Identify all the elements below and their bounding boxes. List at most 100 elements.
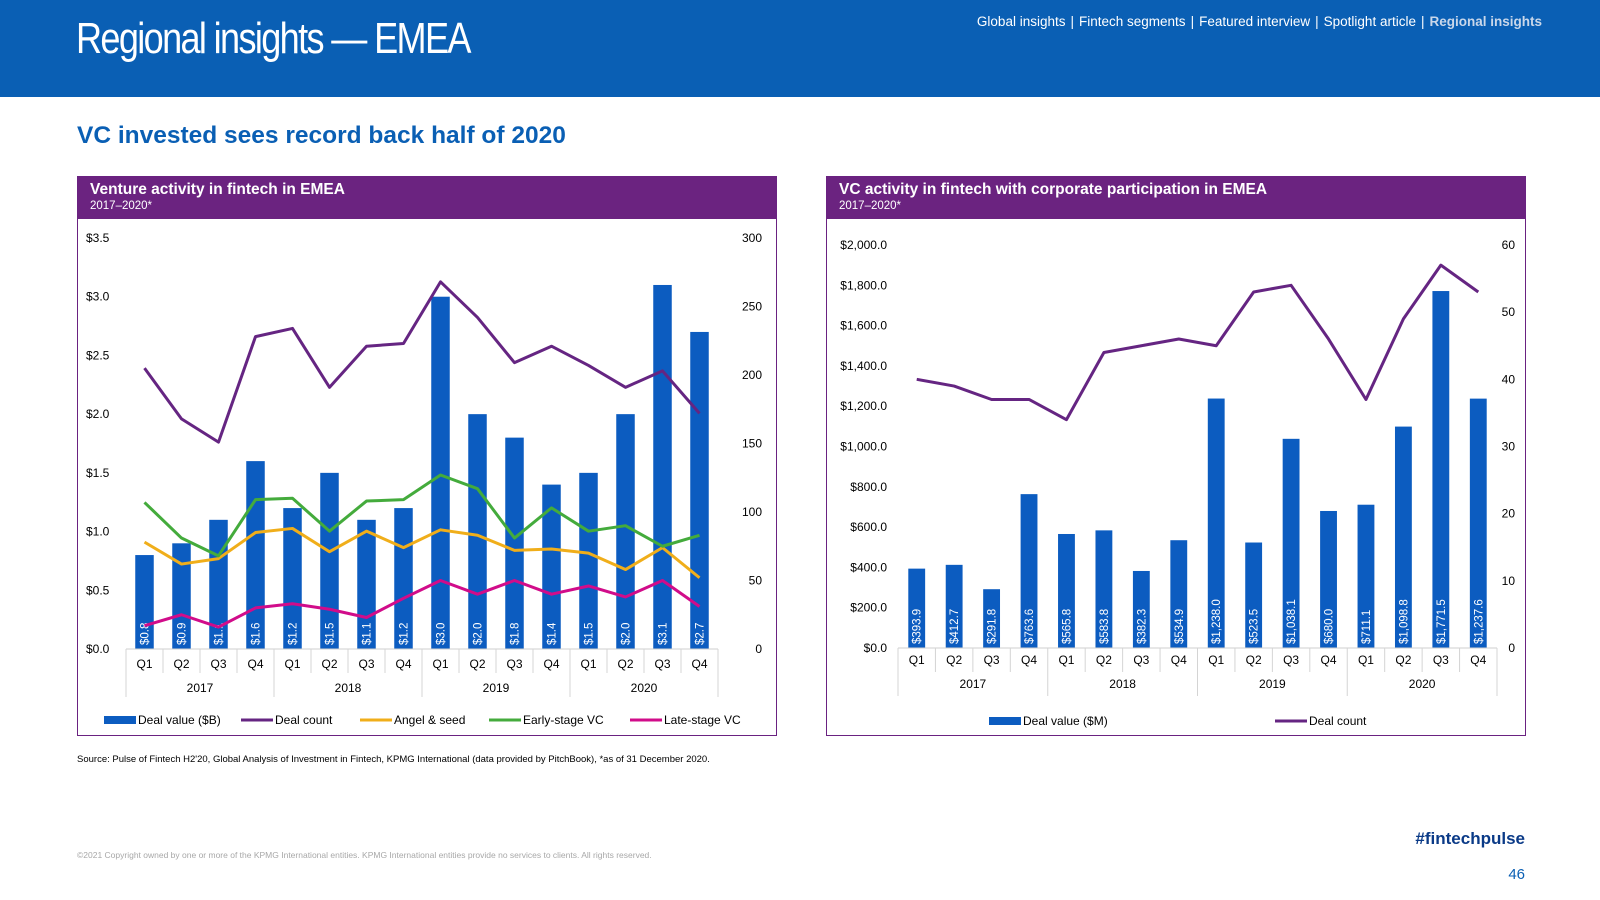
nav-spotlight-article[interactable]: Spotlight article [1323,14,1416,29]
y-axis-left-tick-label: $1.0 [86,525,110,539]
y-axis-right-tick-label: 50 [749,574,763,588]
y-axis-right-tick-label: 40 [1502,372,1516,386]
source-note: Source: Pulse of Fintech H2'20, Global A… [77,754,710,765]
x-axis-category-label: Q3 [506,657,522,671]
legend-swatch-deal-value [989,717,1021,725]
x-axis-category-label: Q1 [432,657,448,671]
y-axis-left-tick-label: $2.5 [86,348,110,362]
nav-featured-interview[interactable]: Featured interview [1199,14,1311,29]
x-axis-category-label: Q2 [1395,653,1411,667]
y-axis-left-tick-label: $0.0 [86,642,110,656]
x-axis-year-label: 2020 [631,681,658,695]
x-axis-category-label: Q4 [1321,653,1337,667]
y-axis-right-tick-label: 250 [742,300,762,314]
bar-data-label: $1,038.1 [1286,599,1298,644]
x-axis-category-label: Q1 [1358,653,1374,667]
panel-subtitle: 2017–2020* [90,200,153,212]
nav-global-insights[interactable]: Global insights [976,14,1066,29]
x-axis-category-label: Q4 [1021,653,1037,667]
x-axis-category-label: Q4 [691,657,707,671]
y-axis-left-tick-label: $1,800.0 [840,278,887,292]
bar-data-label: $1.6 [251,623,263,645]
bar-deal-value [1245,542,1263,648]
x-axis-year-label: 2018 [335,681,362,695]
bar-deal-value [542,484,561,649]
bar-deal-value [1394,426,1412,648]
panel-header: Venture activity in fintech in EMEA 2017… [78,177,776,219]
bar-data-label: $0.9 [177,623,189,645]
bar-data-label: $1.2 [399,623,411,645]
y-axis-left-tick-label: $3.0 [86,290,110,304]
x-axis-year-label: 2018 [1109,677,1136,691]
bar-deal-value [945,564,963,648]
x-axis-year-label: 2017 [187,681,214,695]
series-line-deal-count [916,263,1480,422]
bar-data-label: $382.3 [1136,609,1148,644]
bar-deal-value [1207,398,1225,648]
bar-data-label: $1.1 [214,623,226,645]
y-axis-right-tick-label: 60 [1502,238,1516,252]
bar-data-label: $711.1 [1361,610,1373,644]
bar-data-label: $534.9 [1174,609,1186,644]
bar-deal-value [431,296,450,649]
legend-label: Deal value ($B) [138,713,221,727]
x-axis-category-label: Q1 [284,657,300,671]
x-axis-category-label: Q3 [1133,653,1149,667]
bar-data-label: $1,771.5 [1436,599,1448,644]
series-line-angel-seed [143,526,701,579]
x-axis-category-label: Q1 [1058,653,1074,667]
bar-deal-value [320,472,339,649]
nav-separator: | [1070,14,1074,29]
bar-deal-value [579,472,598,649]
y-axis-left-tick-label: $1.5 [86,466,110,480]
series-line-deal-count [143,280,701,444]
bar-deal-value [983,589,1001,648]
bar-data-label: $393.9 [912,609,924,644]
y-axis-right-tick-label: 0 [755,642,762,656]
bar-deal-value [690,331,709,649]
bar-data-label: $523.5 [1249,609,1261,644]
y-axis-right-tick-label: 150 [742,437,762,451]
bar-data-label: $1.1 [362,623,374,645]
bar-data-label: $2.7 [695,623,707,645]
y-axis-left-tick-label: $0.5 [86,583,110,597]
nav-separator: | [1190,14,1195,29]
bar-deal-value [1357,504,1375,648]
header-bar: Regional insights — EMEA Global insights… [0,0,1600,97]
nav-regional-insights[interactable]: Regional insights [1429,14,1542,29]
nav-separator: | [1420,14,1425,29]
y-axis-left-tick-label: $400.0 [850,560,887,574]
x-axis-category-label: Q1 [909,653,925,667]
corporate-participation-chart: $0.0 $200.0 $400.0 $600.0 $800.0 $1,000.0 $1,2… [840,238,1516,728]
x-axis-category-label: Q4 [1470,653,1486,667]
x-axis-year-label: 2020 [1409,677,1436,691]
bar-data-label: $3.0 [436,623,448,645]
bar-data-label: $1,237.6 [1473,599,1485,644]
bar-deal-value [172,543,191,649]
panel-title: VC activity in fintech with corporate pa… [839,181,1268,198]
bar-deal-value [908,568,926,648]
x-axis-category-label: Q3 [984,653,1000,667]
x-axis-category-label: Q1 [580,657,596,671]
bar-data-label: $291.8 [987,609,999,644]
x-axis-category-label: Q2 [173,657,189,671]
top-nav: Global insights | Fintech segments | Feature… [977,14,1542,29]
y-axis-right-tick-label: 200 [742,368,762,382]
y-axis-left-tick-label: $1,400.0 [840,359,887,373]
x-axis-category-label: Q1 [1208,653,1224,667]
x-axis-category-label: Q3 [654,657,670,671]
x-axis-category-label: Q4 [395,657,411,671]
x-axis-category-label: Q2 [617,657,633,671]
y-axis-left-tick-label: $0.0 [864,641,888,655]
y-axis-left-tick-label: $1,600.0 [840,319,887,333]
bar-deal-value [616,414,635,649]
y-axis-left-tick-label: $1,000.0 [840,440,887,454]
panel-title: Venture activity in fintech in EMEA [90,181,345,198]
nav-separator: | [1315,14,1319,29]
legend-label: Late-stage VC [664,713,741,727]
y-axis-right-tick-label: 0 [1508,641,1515,655]
nav-fintech-segments[interactable]: Fintech segments [1079,14,1186,29]
bar-deal-value [394,508,413,649]
hashtag[interactable]: #fintechpulse [1415,829,1525,848]
